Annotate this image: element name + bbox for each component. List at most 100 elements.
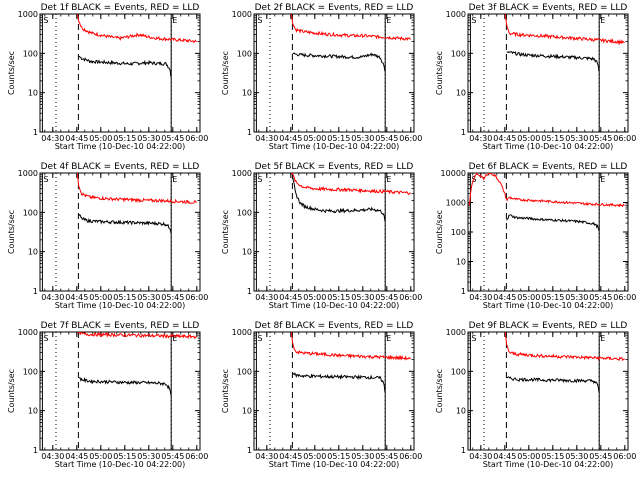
x-tick-label: 05:15 <box>541 293 564 302</box>
y-tick-label: 100 <box>23 367 38 376</box>
x-tick-label: 05:15 <box>541 134 564 143</box>
x-tick-label: 04:30 <box>469 293 492 302</box>
x-tick-label: 04:30 <box>469 452 492 461</box>
start-marker-label: S <box>257 175 262 184</box>
x-tick-label: 05:15 <box>541 452 564 461</box>
x-tick-label: 04:45 <box>65 134 88 143</box>
x-tick-label: 04:45 <box>493 134 516 143</box>
x-tick-label: 05:45 <box>589 293 612 302</box>
x-tick-label: 06:00 <box>613 452 636 461</box>
start-marker-label: S <box>43 16 48 25</box>
series-lld-line <box>290 332 411 361</box>
y-tick-label: 10 <box>28 407 38 416</box>
x-tick-label: 05:45 <box>375 293 398 302</box>
y-tick-label: 10 <box>28 248 38 257</box>
y-axis-label: Counts/sec <box>435 210 444 254</box>
series-events-line <box>292 372 386 392</box>
x-axis-label: Start Time (10-Dec-10 04:22:00) <box>55 301 186 310</box>
x-tick-label: 04:30 <box>469 134 492 143</box>
y-tick-label: 1 <box>461 128 466 137</box>
y-tick-label: 100 <box>237 367 252 376</box>
x-tick-label: 04:30 <box>41 293 64 302</box>
panel-title: Det 9f BLACK = Events, RED = LLD <box>469 321 628 331</box>
end-marker-label: E <box>172 16 177 25</box>
x-tick-label: 05:30 <box>137 293 160 302</box>
panel-title: Det 3f BLACK = Events, RED = LLD <box>469 3 628 13</box>
x-tick-label: 04:30 <box>255 293 278 302</box>
panel-8: Det 8f BLACK = Events, RED = LLD 1 10 100 10… <box>221 321 422 469</box>
y-tick-label: 1 <box>461 287 466 296</box>
x-tick-label: 05:15 <box>327 293 350 302</box>
series-lld-line <box>77 332 197 340</box>
x-tick-label: 05:00 <box>517 134 540 143</box>
plot-frame <box>253 172 415 292</box>
x-tick-label: 06:00 <box>613 134 636 143</box>
x-tick-label: 04:45 <box>493 452 516 461</box>
y-axis-label: Counts/sec <box>7 369 16 413</box>
plot-frame <box>39 331 201 451</box>
x-tick-label: 05:00 <box>89 293 112 302</box>
x-tick-label: 05:30 <box>351 134 374 143</box>
x-axis-label: Start Time (10-Dec-10 04:22:00) <box>483 301 614 310</box>
start-marker-label: S <box>43 334 48 343</box>
x-tick-label: 06:00 <box>185 452 208 461</box>
x-tick-label: 04:30 <box>41 452 64 461</box>
y-axis-label: Counts/sec <box>221 51 230 95</box>
start-marker-label: S <box>43 175 48 184</box>
x-axis-label: Start Time (10-Dec-10 04:22:00) <box>269 460 400 469</box>
x-tick-label: 05:45 <box>375 134 398 143</box>
x-tick-label: 04:30 <box>255 134 278 143</box>
panel-6: Det 6f BLACK = Events, RED = LLD 1 10 100 10… <box>435 162 636 310</box>
series-lld-line <box>504 14 625 46</box>
y-tick-label: 1 <box>247 446 252 455</box>
y-tick-label: 1000 <box>232 10 252 19</box>
y-tick-label: 1000 <box>446 10 466 19</box>
y-tick-label: 10 <box>242 248 252 257</box>
y-tick-label: 100 <box>237 49 252 58</box>
series-events-line <box>292 52 386 72</box>
y-tick-label: 1000 <box>18 169 38 178</box>
series-events-line <box>506 51 600 72</box>
x-tick-label: 04:30 <box>255 452 278 461</box>
y-tick-label: 100 <box>23 49 38 58</box>
panel-title: Det 7f BLACK = Events, RED = LLD <box>41 321 200 331</box>
x-tick-label: 04:45 <box>65 293 88 302</box>
series-events-line <box>78 213 172 233</box>
x-tick-label: 05:30 <box>565 293 588 302</box>
x-tick-label: 06:00 <box>399 293 422 302</box>
x-tick-label: 05:45 <box>589 452 612 461</box>
y-tick-label: 1000 <box>446 199 466 208</box>
plot-frame <box>39 172 201 292</box>
x-tick-label: 05:15 <box>327 452 350 461</box>
x-tick-label: 05:45 <box>161 452 184 461</box>
end-marker-label: E <box>600 175 605 184</box>
panel-title: Det 5f BLACK = Events, RED = LLD <box>255 162 414 172</box>
panel-title: Det 1f BLACK = Events, RED = LLD <box>41 3 200 13</box>
series-events-line <box>78 376 172 396</box>
x-tick-label: 06:00 <box>185 293 208 302</box>
x-tick-label: 05:00 <box>517 452 540 461</box>
x-tick-label: 05:00 <box>303 452 326 461</box>
y-tick-label: 10 <box>242 407 252 416</box>
x-tick-label: 05:30 <box>351 452 374 461</box>
panel-title: Det 8f BLACK = Events, RED = LLD <box>255 321 414 331</box>
y-tick-label: 1000 <box>446 328 466 337</box>
start-marker-label: S <box>471 16 476 25</box>
x-tick-label: 05:30 <box>137 452 160 461</box>
end-marker-label: E <box>386 175 391 184</box>
y-tick-label: 1000 <box>232 169 252 178</box>
plot-frame <box>253 331 415 451</box>
y-tick-label: 1000 <box>18 328 38 337</box>
y-tick-label: 10 <box>28 89 38 98</box>
x-tick-label: 05:15 <box>113 134 136 143</box>
y-tick-label: 100 <box>451 228 466 237</box>
x-tick-label: 05:15 <box>113 293 136 302</box>
plot-frame <box>467 172 629 292</box>
y-tick-label: 10 <box>456 258 466 267</box>
series-lld-line <box>76 14 197 44</box>
y-axis-label: Counts/sec <box>435 51 444 95</box>
end-marker-label: E <box>386 334 391 343</box>
x-tick-label: 06:00 <box>399 452 422 461</box>
